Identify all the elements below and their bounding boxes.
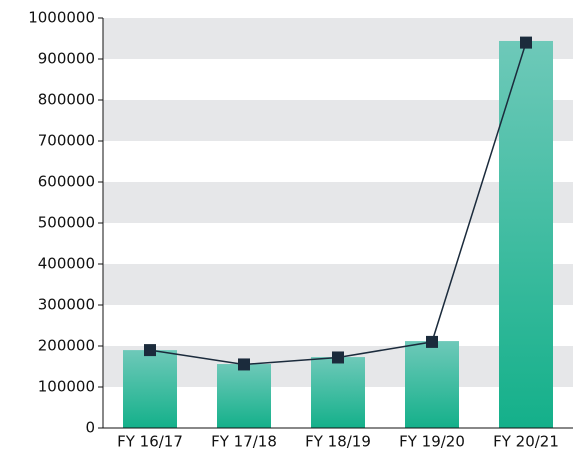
x-tick-label: FY 20/21 (493, 433, 559, 451)
marker (426, 335, 438, 348)
x-tick-label: FY 18/19 (305, 433, 371, 451)
grid-band (103, 182, 573, 223)
marker (144, 344, 156, 357)
y-tick-label: 500000 (38, 214, 95, 232)
marker (238, 358, 250, 371)
y-tick-label: 900000 (38, 50, 95, 68)
marker (332, 351, 344, 364)
grid-band (103, 100, 573, 141)
y-tick-label: 300000 (38, 296, 95, 314)
grid-band (103, 18, 573, 59)
y-tick-label: 100000 (38, 378, 95, 396)
x-tick-label: FY 17/18 (211, 433, 277, 451)
bar (217, 364, 271, 428)
y-tick-label: 400000 (38, 255, 95, 273)
y-tick-label: 800000 (38, 91, 95, 109)
y-tick-label: 600000 (38, 173, 95, 191)
x-tick-label: FY 19/20 (399, 433, 465, 451)
bar (499, 40, 553, 429)
bar (405, 341, 459, 428)
y-tick-label: 1000000 (28, 9, 95, 27)
bar (123, 350, 177, 428)
x-tick-label: FY 16/17 (117, 433, 183, 451)
grid-band (103, 264, 573, 305)
y-tick-label: 700000 (38, 132, 95, 150)
bar (311, 357, 365, 428)
y-tick-label: 200000 (38, 337, 95, 355)
marker (520, 36, 532, 49)
y-tick-label: 0 (85, 419, 95, 437)
